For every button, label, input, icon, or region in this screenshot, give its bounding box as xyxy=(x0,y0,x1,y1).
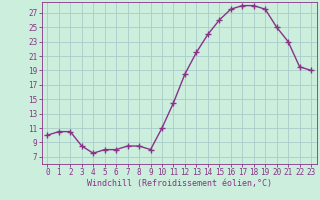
X-axis label: Windchill (Refroidissement éolien,°C): Windchill (Refroidissement éolien,°C) xyxy=(87,179,272,188)
